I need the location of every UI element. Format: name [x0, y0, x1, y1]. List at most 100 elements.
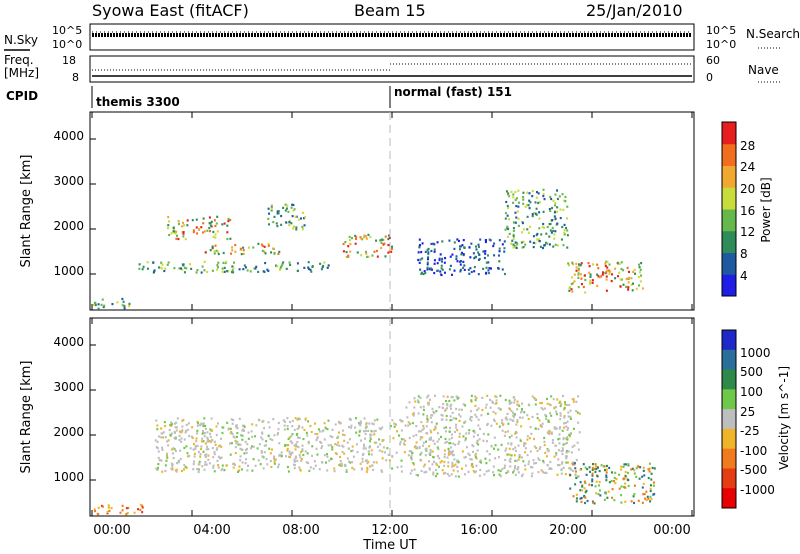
power-cell [484, 252, 487, 255]
power-cell [497, 267, 500, 270]
cpid-label: CPID [6, 89, 38, 103]
power-cell [482, 250, 485, 253]
velocity-cell [648, 462, 651, 465]
velocity-cell [385, 459, 388, 462]
velocity-cell [477, 418, 480, 421]
velocity-cell [156, 468, 159, 471]
power-cell [430, 242, 433, 246]
velocity-cell [497, 407, 500, 410]
power-cell [553, 237, 556, 240]
velocity-cell [198, 463, 201, 466]
velocity-cell [213, 453, 216, 456]
velocity-cell [488, 453, 491, 456]
power-cbar-tick-20: 20 [740, 182, 755, 196]
velocity-cell [527, 417, 530, 421]
velocity-cell [531, 472, 534, 475]
power-cell [160, 261, 163, 264]
velocity-cell [350, 424, 353, 427]
velocity-cell [612, 480, 615, 483]
velocity-cell [155, 446, 158, 449]
velocity-cell [192, 468, 195, 471]
power-cell [551, 226, 554, 230]
power-cell [566, 234, 569, 237]
velocity-cell [472, 450, 475, 454]
velocity-cell [536, 413, 539, 416]
velocity-cell [298, 417, 301, 421]
velocity-cell [475, 396, 478, 400]
velocity-cell [526, 414, 529, 417]
velocity-cell [476, 408, 479, 412]
power-cell [292, 225, 295, 228]
velocity-cell [569, 487, 572, 490]
velocity-cell [513, 396, 516, 399]
velocity-cell [448, 399, 451, 403]
velocity-cell [300, 459, 303, 462]
velocity-cell [560, 472, 563, 475]
velocity-cell [212, 464, 215, 467]
power-cell [461, 251, 464, 254]
velocity-cell [312, 467, 315, 470]
velocity-cell [545, 455, 548, 458]
power-cell [240, 253, 243, 256]
power-cell [244, 266, 247, 269]
power-cell [356, 251, 359, 254]
power-cell [512, 196, 515, 199]
power-cell [226, 237, 229, 241]
power-cell [128, 304, 131, 308]
velocity-cell [341, 450, 344, 454]
velocity-cell [234, 451, 237, 455]
velocity-cell [471, 465, 474, 468]
velocity-cell [415, 425, 418, 428]
velocity-cell [345, 470, 348, 473]
velocity-cell [197, 468, 200, 471]
velocity-cell [327, 419, 330, 422]
power-cell [558, 195, 561, 198]
velocity-cell [304, 450, 307, 453]
velocity-cell [178, 430, 181, 433]
power-cell [526, 215, 529, 218]
velocity-cell [569, 432, 572, 435]
power-cell [459, 268, 462, 271]
power-cell [627, 281, 630, 284]
power-cell [559, 216, 562, 220]
power-cell [459, 263, 462, 266]
velocity-cell [258, 443, 261, 446]
velocity-cell [370, 449, 373, 452]
velocity-cell [419, 438, 422, 441]
velocity-cell [221, 431, 224, 435]
velocity-cell [468, 453, 471, 457]
power-cell [600, 275, 603, 278]
velocity-cell [358, 422, 361, 425]
vel-cbar-tick-25: 25 [740, 405, 755, 419]
power-cell [462, 238, 465, 242]
velocity-cell [598, 489, 601, 492]
velocity-cell [375, 441, 378, 444]
velocity-cell [492, 401, 495, 404]
velocity-cell [574, 467, 577, 470]
velocity-cell [643, 474, 646, 477]
velocity-cell [475, 464, 478, 467]
velocity-cell [301, 448, 304, 451]
velocity-cell [235, 424, 238, 427]
power-cell [631, 289, 634, 292]
power-cell [474, 255, 477, 258]
power-cell [610, 279, 613, 283]
velocity-cell [447, 461, 450, 464]
power-cell [438, 257, 441, 260]
velocity-cell [428, 467, 431, 470]
power-cell [489, 267, 492, 270]
velocity-cell [449, 405, 452, 408]
velocity-cell [309, 466, 312, 469]
power-cell [618, 271, 621, 274]
velocity-cell [578, 412, 581, 415]
velocity-cell [436, 446, 439, 449]
power-cell [512, 201, 515, 204]
velocity-cell [574, 483, 577, 486]
power-cell [179, 267, 182, 270]
velocity-cell [478, 460, 481, 463]
power-cell [550, 231, 553, 234]
velocity-cell [307, 420, 310, 423]
power-cell [562, 244, 565, 247]
velocity-cell [246, 442, 249, 446]
power-cell [226, 231, 229, 234]
